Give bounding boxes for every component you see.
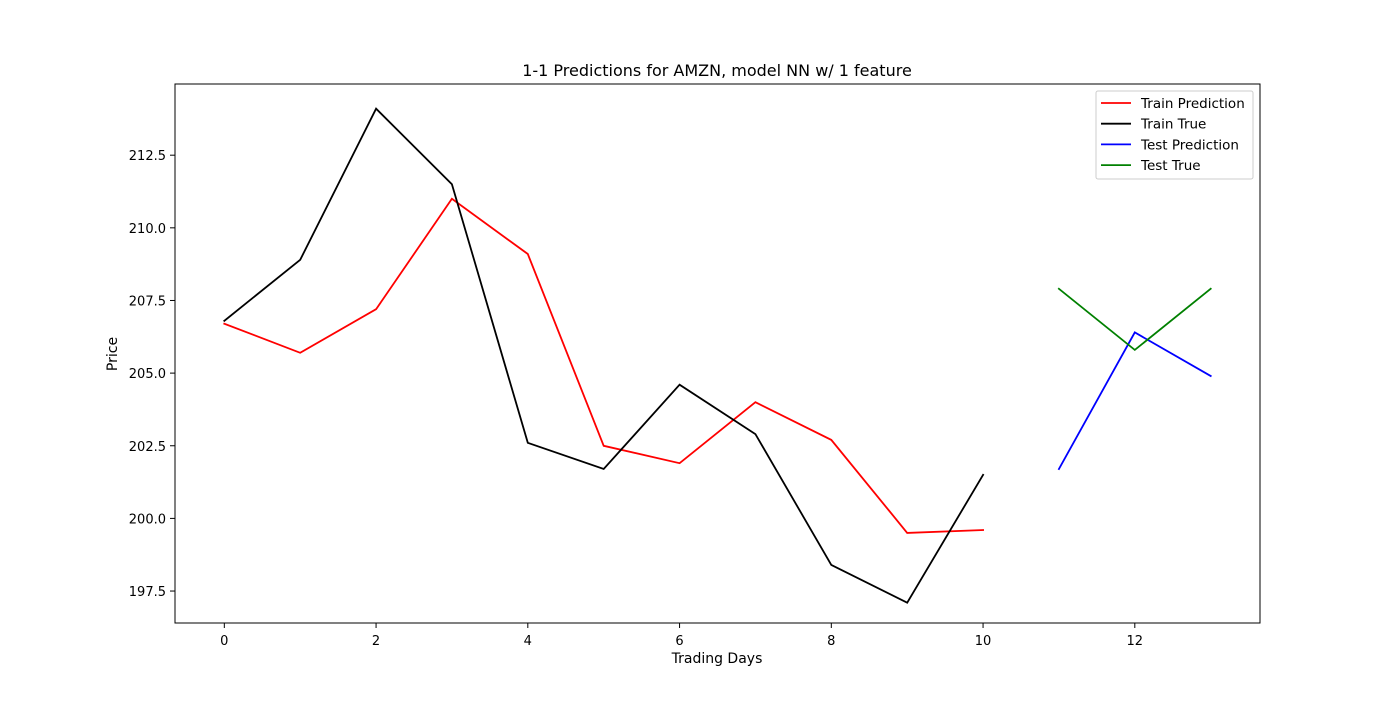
x-tick-label: 4 [524,634,532,649]
series-line-test-true [1057,287,1212,352]
y-axis-label: Price [105,337,121,371]
x-tick-label: 10 [975,634,992,649]
y-tick-label: 210.0 [129,222,166,237]
series-lines [223,107,1212,604]
legend-label-test-prediction: Test Prediction [1140,137,1239,153]
legend: Train Prediction Train True Test Predictio… [1095,90,1254,180]
y-tick-label: 202.5 [129,440,166,455]
y-tick-label: 212.5 [129,149,166,164]
series-line-train-prediction [223,197,985,534]
x-axis: 0 2 4 6 8 10 12 [220,623,1143,649]
x-tick-label: 0 [220,634,228,649]
legend-label-train-true: Train True [1140,117,1206,133]
plot-area-frame [174,83,1261,624]
x-tick-label: 6 [675,634,683,649]
legend-label-train-prediction: Train Prediction [1140,96,1245,112]
legend-frame [1095,90,1254,180]
y-tick-label: 205.0 [129,367,166,382]
series-line-train-true [223,107,985,604]
chart-title: 1-1 Predictions for AMZN, model NN w/ 1 … [522,61,912,80]
x-axis-label: Trading Days [671,651,763,667]
x-tick-label: 12 [1127,634,1144,649]
series-line-test-prediction [1057,331,1212,471]
y-tick-label: 197.5 [129,585,166,600]
y-axis: 197.5 200.0 202.5 205.0 207.5 210.0 212.5 [129,149,175,600]
x-tick-label: 2 [372,634,380,649]
y-tick-label: 200.0 [129,512,166,527]
y-tick-label: 207.5 [129,294,166,309]
x-tick-label: 8 [827,634,835,649]
legend-label-test-true: Test True [1140,158,1201,174]
